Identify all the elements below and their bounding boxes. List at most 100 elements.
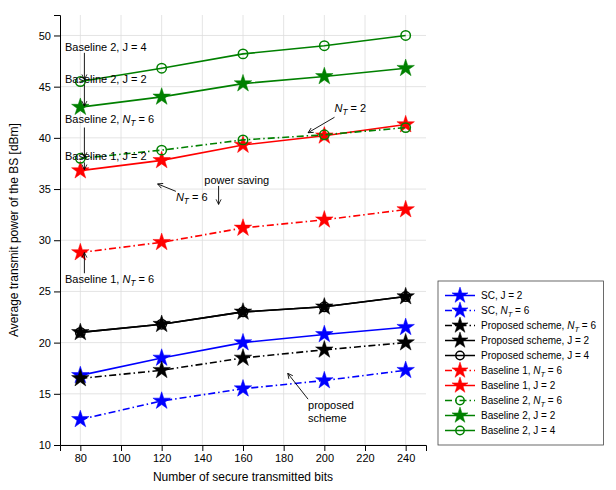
legend-label: Baseline 2, NT = 6 [481, 395, 562, 409]
y-tick-label: 15 [39, 388, 51, 400]
legend-label: Proposed scheme, J = 2 [481, 335, 590, 346]
x-tick-label: 80 [75, 452, 87, 464]
series-marker [153, 88, 170, 105]
y-tick: 30 [39, 234, 60, 246]
x-axis-line [61, 446, 427, 452]
x-tick-label: 160 [234, 452, 252, 464]
legend-swatch [445, 400, 475, 402]
series [72, 287, 415, 339]
y-tick: 45 [39, 81, 60, 93]
series-marker [316, 371, 333, 388]
series-marker [397, 59, 414, 76]
x-axis: 80100120140160180200220240 [61, 445, 427, 464]
x-tick-mark [284, 445, 285, 451]
y-tick: 20 [39, 337, 60, 349]
y-tick: 50 [39, 29, 60, 41]
series-marker [401, 123, 410, 132]
series-line [80, 327, 405, 375]
x-tick-mark [406, 445, 407, 451]
y-tick-label: 30 [39, 234, 51, 246]
legend-label: Baseline 2, J = 4 [481, 425, 556, 436]
series-marker [397, 200, 414, 217]
series-marker [316, 67, 333, 84]
legend-entry: Baseline 2, NT = 6 [445, 395, 562, 409]
marks [72, 31, 415, 427]
grid-line [365, 15, 366, 445]
series-marker [238, 135, 247, 144]
legend-marker [452, 362, 468, 377]
series-marker [401, 292, 410, 301]
series-line [80, 297, 405, 333]
series-marker [316, 325, 333, 342]
annotation-arrow [84, 85, 85, 107]
series [76, 292, 411, 337]
y-tick-mark [54, 35, 60, 36]
x-tick-label: 180 [275, 452, 293, 464]
x-tick-mark [243, 445, 244, 451]
x-tick: 140 [194, 445, 212, 464]
series-marker [234, 136, 251, 153]
y-tick: 35 [39, 183, 60, 195]
legend-marker [452, 302, 468, 317]
annotation-text: NT = 6 [176, 191, 208, 206]
series [72, 59, 415, 115]
y-tick-mark [54, 445, 60, 446]
y-tick-mark [54, 291, 60, 292]
y-tick-label: 10 [39, 439, 51, 451]
legend-label: Baseline 1, J = 2 [481, 380, 556, 391]
legend-entry: Proposed scheme, NT = 6 [445, 317, 596, 334]
legend-label: Baseline 2, J = 2 [481, 410, 556, 421]
y-tick: 10 [39, 439, 60, 451]
annotation-arrow [218, 186, 219, 204]
legend-label: Proposed scheme, J = 4 [481, 350, 590, 361]
legend-marker [456, 426, 464, 434]
y-axis: 101520253035404550 [39, 16, 61, 452]
legend-entry: SC, J = 2 [445, 287, 523, 302]
series-line [80, 343, 405, 379]
grid-line [405, 15, 406, 445]
legend-label: SC, NT = 6 [481, 305, 530, 319]
legend-label: SC, J = 2 [481, 290, 523, 301]
series-line [80, 210, 405, 253]
grid [60, 15, 426, 445]
series-marker [72, 243, 89, 260]
series-marker [157, 64, 166, 73]
series-marker [76, 328, 85, 337]
series-line [80, 370, 405, 419]
grid-line [161, 15, 162, 445]
y-tick-label: 20 [39, 337, 51, 349]
series-marker [397, 361, 414, 378]
legend-entry: Baseline 2, J = 2 [445, 407, 556, 422]
x-tick-label: 120 [153, 452, 171, 464]
annotation-arrow [308, 117, 334, 132]
legend-frame [438, 281, 603, 445]
grid-line [60, 240, 426, 241]
x-tick-mark [324, 445, 325, 451]
annotation-arrow [84, 162, 85, 169]
series-marker [72, 410, 89, 427]
x-tick-label: 240 [397, 452, 415, 464]
series [72, 361, 415, 427]
legend-entry: Proposed scheme, J = 4 [445, 350, 590, 361]
legend-entry: Baseline 1, J = 2 [445, 377, 556, 392]
series [72, 115, 415, 178]
legend-marker [456, 396, 464, 404]
series-marker [234, 349, 251, 366]
series-marker [153, 233, 170, 250]
y-tick-label: 45 [39, 81, 51, 93]
x-tick: 220 [356, 445, 374, 464]
x-tick-mark [202, 445, 203, 451]
series-marker [153, 361, 170, 378]
series-marker [320, 130, 329, 139]
annotation-text: Baseline 2, J = 4 [65, 41, 147, 53]
series-marker [238, 49, 247, 58]
annotations: Baseline 2, J = 4Baseline 2, J = 2Baseli… [65, 41, 366, 424]
y-tick: 15 [39, 388, 60, 400]
annotation-arrow [84, 253, 85, 274]
y-tick-mark [54, 138, 60, 139]
annotation-text: Baseline 2, J = 2 [65, 73, 147, 85]
legend-entry: Proposed scheme, J = 2 [445, 332, 590, 347]
y-tick-mark [54, 240, 60, 241]
legend-marker [452, 317, 468, 332]
series-marker [316, 211, 333, 228]
